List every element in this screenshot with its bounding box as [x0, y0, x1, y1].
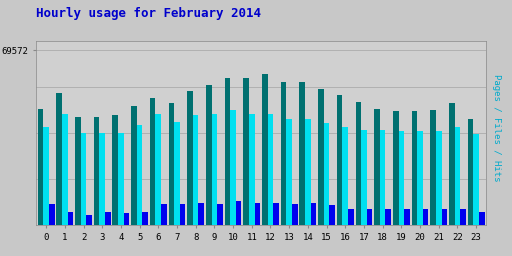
Bar	[479, 212, 484, 225]
Bar	[286, 119, 292, 225]
Bar	[217, 204, 223, 225]
Bar	[193, 115, 199, 225]
Bar	[236, 201, 242, 225]
Bar	[161, 204, 167, 225]
Bar	[324, 123, 329, 225]
Bar	[249, 114, 254, 225]
Bar	[262, 74, 268, 225]
Bar	[87, 215, 92, 225]
Bar	[99, 133, 105, 225]
Bar	[361, 130, 367, 225]
Bar	[398, 131, 404, 225]
Bar	[254, 203, 260, 225]
Bar	[206, 85, 211, 225]
Bar	[300, 82, 305, 225]
Bar	[142, 212, 148, 225]
Bar	[412, 111, 417, 225]
Bar	[311, 203, 316, 225]
Bar	[449, 103, 455, 225]
Bar	[292, 204, 297, 225]
Bar	[367, 209, 372, 225]
Bar	[441, 209, 447, 225]
Bar	[113, 115, 118, 225]
Bar	[68, 212, 73, 225]
Bar	[168, 103, 174, 225]
Bar	[374, 109, 380, 225]
Bar	[131, 106, 137, 225]
Bar	[455, 127, 460, 225]
Bar	[386, 209, 391, 225]
Bar	[75, 117, 81, 225]
Bar	[225, 78, 230, 225]
Bar	[211, 114, 217, 225]
Bar	[329, 205, 335, 225]
Bar	[273, 203, 279, 225]
Bar	[38, 109, 44, 225]
Bar	[199, 203, 204, 225]
Bar	[62, 114, 68, 225]
Text: Hourly usage for February 2014: Hourly usage for February 2014	[36, 7, 261, 20]
Bar	[380, 130, 386, 225]
Bar	[174, 122, 180, 225]
Bar	[49, 204, 55, 225]
Bar	[124, 213, 130, 225]
Bar	[467, 119, 473, 225]
Bar	[105, 212, 111, 225]
Bar	[243, 78, 249, 225]
Bar	[137, 125, 142, 225]
Bar	[337, 95, 343, 225]
Text: Pages / Files / Hits: Pages / Files / Hits	[492, 74, 501, 182]
Bar	[436, 131, 441, 225]
Bar	[94, 117, 99, 225]
Bar	[230, 110, 236, 225]
Bar	[150, 98, 156, 225]
Bar	[187, 91, 193, 225]
Bar	[156, 114, 161, 225]
Bar	[348, 209, 354, 225]
Bar	[423, 209, 429, 225]
Bar	[393, 111, 398, 225]
Bar	[473, 134, 479, 225]
Bar	[417, 131, 423, 225]
Bar	[318, 89, 324, 225]
Bar	[305, 119, 311, 225]
Bar	[460, 209, 466, 225]
Bar	[268, 114, 273, 225]
Bar	[81, 133, 87, 225]
Bar	[118, 133, 124, 225]
Bar	[180, 204, 185, 225]
Bar	[355, 102, 361, 225]
Bar	[44, 127, 49, 225]
Bar	[404, 209, 410, 225]
Bar	[56, 93, 62, 225]
Bar	[281, 82, 286, 225]
Bar	[343, 127, 348, 225]
Bar	[430, 110, 436, 225]
